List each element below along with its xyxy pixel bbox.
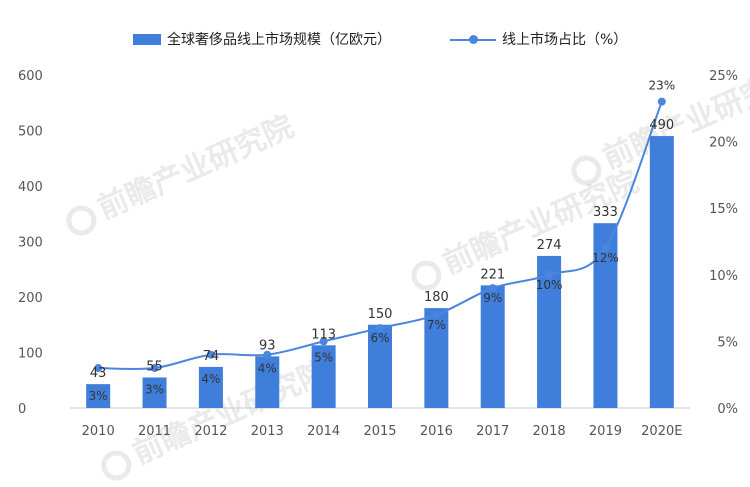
y-left-tick-label: 200: [18, 291, 43, 306]
line-data-label: 12%: [592, 251, 619, 265]
legend-line-swatch: [450, 34, 496, 45]
bar: [424, 308, 449, 408]
watermark-logo-icon: [96, 445, 136, 485]
y-right-tick-label: 0%: [717, 402, 738, 417]
line-data-label: 10%: [536, 278, 563, 292]
line-point: [601, 244, 610, 253]
bar: [368, 324, 392, 408]
bar: [649, 136, 674, 409]
bar: [142, 377, 167, 408]
legend-item-line: 线上市场占比（%）: [450, 27, 627, 51]
line-data-label: 4%: [258, 361, 277, 375]
y-left-tick-label: 300: [18, 236, 43, 251]
line-point: [263, 350, 272, 359]
line-point: [432, 310, 441, 319]
legend-bar-swatch: [133, 33, 161, 45]
x-tick-label: 2012: [194, 424, 227, 439]
y-right-tick-label: 5%: [717, 335, 738, 350]
x-tick-label: 2014: [307, 424, 340, 439]
line-point: [319, 337, 328, 346]
line-data-label: 4%: [201, 372, 220, 386]
bar-data-label: 221: [480, 267, 505, 282]
y-left-tick-label: 400: [18, 180, 43, 195]
bar: [311, 345, 336, 408]
line-point: [94, 364, 103, 373]
y-left-tick-label: 600: [18, 69, 43, 84]
y-right-tick-label: 15%: [709, 202, 738, 217]
line-data-label: 9%: [483, 291, 502, 305]
legend-item-bar: 全球奢侈品线上市场规模（亿欧元）: [133, 27, 391, 51]
bar-data-label: 113: [311, 327, 336, 342]
line-data-label: 23%: [648, 79, 675, 93]
legend-line-label: 线上市场占比（%）: [502, 32, 628, 48]
bar: [593, 223, 618, 408]
legend-line-marker-icon: [469, 34, 478, 44]
x-tick-label: 2016: [420, 424, 453, 439]
x-tick-label: 2017: [476, 424, 509, 439]
bar-data-label: 55: [146, 359, 163, 374]
x-tick-label: 2013: [251, 424, 284, 439]
y-left-tick-label: 500: [18, 125, 43, 140]
line-data-label: 6%: [370, 331, 389, 345]
legend-bar-label: 全球奢侈品线上市场规模（亿欧元）: [167, 32, 391, 48]
x-tick-label: 2020E: [641, 424, 682, 439]
bar-data-label: 333: [593, 205, 618, 220]
bar-data-label: 43: [90, 366, 107, 381]
line-data-label: 7%: [427, 318, 446, 332]
y-right-tick-label: 10%: [709, 269, 738, 284]
bar-data-label: 180: [424, 290, 449, 305]
y-left-tick-label: 0: [18, 402, 26, 417]
y-right-tick-label: 20%: [709, 136, 738, 151]
x-tick-label: 2018: [533, 424, 566, 439]
line-point: [206, 350, 215, 359]
x-tick-label: 2015: [363, 424, 396, 439]
y-right-tick-label: 25%: [709, 69, 738, 84]
line-point: [150, 364, 159, 373]
x-tick-label: 2010: [82, 424, 115, 439]
line-data-label: 3%: [145, 382, 164, 396]
bar: [537, 255, 562, 408]
bar-data-label: 150: [368, 307, 393, 322]
line-point: [657, 97, 666, 106]
line-data-label: 5%: [314, 350, 333, 364]
bar-data-label: 274: [537, 238, 562, 253]
chart-legend: 全球奢侈品线上市场规模（亿欧元） 线上市场占比（%）: [0, 27, 750, 51]
bar-data-label: 74: [203, 349, 220, 364]
y-left-tick-label: 100: [18, 347, 43, 362]
bar-data-label: 93: [259, 338, 276, 353]
x-tick-label: 2019: [589, 424, 622, 439]
x-tick-label: 2011: [138, 424, 171, 439]
line-point: [545, 270, 554, 279]
series-line: [98, 101, 663, 371]
line-data-label: 3%: [89, 389, 108, 403]
bar: [480, 285, 505, 408]
line-point: [488, 284, 497, 293]
bar: [86, 384, 111, 408]
bar: [198, 366, 223, 408]
chart-plot: 0 100 200 300 400 500 600 0% 5% 10% 15% 20% 25% 2010 2…: [18, 69, 738, 439]
line-point: [376, 324, 384, 333]
bar-data-label: 490: [649, 118, 674, 133]
bar: [255, 356, 280, 408]
chart-root: 前瞻产业研究院 前瞻产业研究院 前瞻产业研究院 前瞻产业研究院 全球奢侈品线上市…: [0, 27, 750, 485]
